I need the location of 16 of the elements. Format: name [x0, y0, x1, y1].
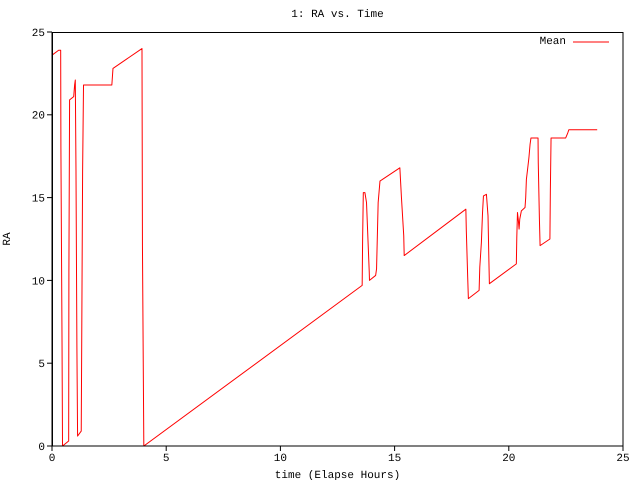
y-tick-label: 15 [32, 194, 45, 206]
x-tick-label: 10 [274, 452, 287, 465]
y-axis-title: RA [2, 232, 14, 246]
chart-title: 1: RA vs. Time [290, 9, 385, 21]
x-axis-title: time (Elapse Hours) [274, 470, 400, 480]
y-tick-label: 25 [32, 28, 45, 40]
x-tick-label: 0 [48, 452, 56, 465]
y-tick-label: 0 [38, 442, 45, 454]
legend-label: Mean [540, 36, 566, 48]
x-tick-label: 20 [502, 452, 516, 465]
y-tick-label: 20 [32, 110, 45, 123]
x-tick-label: 25 [616, 452, 630, 465]
x-tick-label: 5 [162, 452, 170, 465]
y-tick-label: 5 [38, 359, 45, 372]
y-tick-label: 10 [32, 276, 45, 288]
x-tick-label: 15 [388, 452, 402, 465]
